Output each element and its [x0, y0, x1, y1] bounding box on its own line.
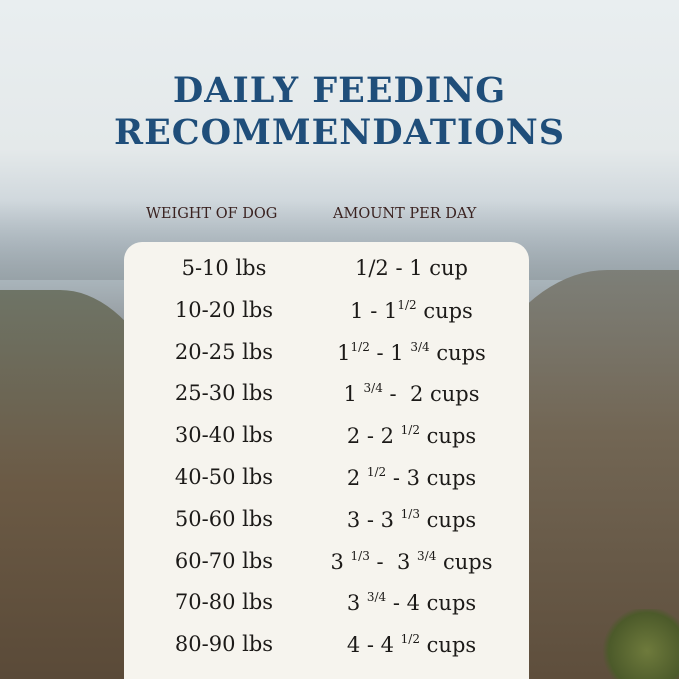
amount-text: - 1	[369, 340, 411, 365]
fraction-superscript: 3/4	[363, 381, 383, 396]
amount-text: 2	[346, 466, 367, 490]
amount-text: cups	[419, 507, 477, 532]
title-line-1: DAILY FEEDING	[172, 70, 507, 111]
amount-cell: 1/2 - 1 cup	[294, 256, 529, 280]
amount-text: cups	[419, 633, 477, 658]
table-row: 30-40 lbs 2 - 2 1/2 cups	[124, 423, 529, 465]
fraction-superscript: 1/2	[400, 632, 420, 647]
amount-text: 2 - 2	[346, 424, 401, 449]
foliage	[599, 609, 679, 679]
amount-text: - 3 cups	[386, 466, 477, 490]
fraction-superscript: 3/4	[366, 590, 387, 605]
amount-text: cups	[416, 298, 473, 323]
amount-cell: 1 - 11/2 cups	[294, 298, 529, 323]
fraction-superscript: 1/2	[350, 339, 370, 354]
weight-cell: 5-10 lbs	[181, 256, 267, 280]
weight-cell: 25-30 lbs	[174, 381, 274, 406]
amount-cell: 4 - 4 1/2 cups	[294, 632, 529, 657]
amount-column-header: AMOUNT PER DAY	[333, 206, 477, 222]
amount-text: - 3	[369, 549, 418, 574]
amount-text: 3	[346, 591, 367, 616]
amount-cell: 3 - 3 1/3 cups	[294, 507, 529, 532]
weight-cell: 10-20 lbs	[174, 297, 274, 322]
amount-text: cups	[436, 549, 493, 574]
amount-text: 3 - 3	[346, 507, 401, 532]
amount-cell: 3 1/3 - 3 3/4 cups	[294, 549, 529, 574]
amount-cell: 2 - 2 1/2 cups	[294, 423, 529, 448]
feeding-table-card: 5-10 lbs 1/2 - 1 cup 10-20 lbs 1 - 11/2 cup…	[124, 242, 529, 679]
fraction-superscript: 1/3	[350, 548, 370, 563]
amount-cell: 2 1/2 - 3 cups	[294, 465, 529, 490]
fraction-superscript: 1/3	[400, 506, 420, 521]
amount-text: cups	[429, 340, 486, 365]
amount-text: 4 - 4	[346, 633, 401, 658]
table-row: 50-60 lbs 3 - 3 1/3 cups	[124, 507, 529, 549]
fraction-superscript: 3/4	[410, 339, 430, 354]
amount-text: cups	[419, 424, 477, 449]
amount-text: 3	[330, 549, 351, 574]
weight-cell: 20-25 lbs	[174, 339, 274, 364]
fraction-superscript: 1/2	[366, 465, 387, 479]
table-row: 25-30 lbs 1 3/4 - 2 cups	[124, 381, 529, 423]
amount-text: - 4 cups	[386, 591, 477, 616]
amount-text: - 2 cups	[382, 382, 480, 407]
amount-text: 1/2 - 1 cup	[354, 256, 468, 280]
table-row: 20-25 lbs 11/2 - 1 3/4 cups	[124, 340, 529, 382]
page-title: DAILY FEEDING RECOMMENDATIONS	[0, 70, 679, 154]
table-row: 80-90 lbs 4 - 4 1/2 cups	[124, 632, 529, 674]
fraction-superscript: 1/2	[397, 297, 417, 312]
table-row: 5-10 lbs 1/2 - 1 cup	[124, 256, 529, 298]
weight-cell: 40-50 lbs	[174, 465, 274, 489]
weight-cell: 70-80 lbs	[174, 590, 274, 615]
amount-cell: 3 3/4 - 4 cups	[294, 590, 529, 615]
weight-cell: 80-90 lbs	[174, 632, 274, 657]
amount-text: 1 - 1	[350, 298, 398, 323]
amount-cell: 1 3/4 - 2 cups	[294, 381, 529, 406]
amount-text: 1	[343, 382, 364, 407]
table-row: 40-50 lbs 2 1/2 - 3 cups	[124, 465, 529, 507]
amount-text: 1	[337, 340, 351, 365]
weight-cell: 60-70 lbs	[174, 548, 274, 573]
table-row: 70-80 lbs 3 3/4 - 4 cups	[124, 590, 529, 632]
table-row: 60-70 lbs 3 1/3 - 3 3/4 cups	[124, 549, 529, 591]
title-line-2: RECOMMENDATIONS	[113, 112, 566, 153]
weight-cell: 50-60 lbs	[174, 506, 274, 531]
table-row: 10-20 lbs 1 - 11/2 cups	[124, 298, 529, 340]
weight-column-header: WEIGHT OF DOG	[146, 206, 278, 222]
fraction-superscript: 3/4	[417, 548, 437, 563]
weight-cell: 30-40 lbs	[174, 423, 274, 448]
amount-cell: 11/2 - 1 3/4 cups	[294, 340, 529, 365]
fraction-superscript: 1/2	[400, 423, 420, 438]
